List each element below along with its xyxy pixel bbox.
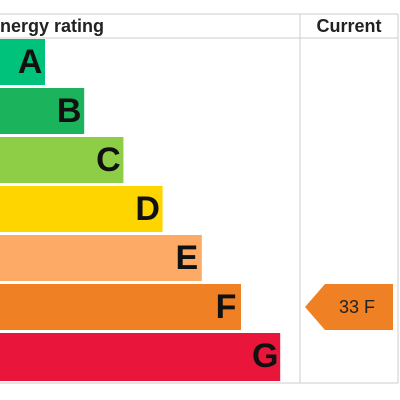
band-letter: E	[175, 239, 198, 277]
current-label: 33 F	[339, 297, 375, 317]
current-arrow	[305, 284, 393, 330]
band-letter: D	[135, 190, 160, 228]
band-letter: G	[252, 337, 278, 375]
rating-band	[0, 39, 45, 85]
band-letter: B	[57, 92, 82, 130]
rating-band	[0, 88, 85, 134]
rating-band	[0, 137, 124, 183]
rating-band	[0, 284, 241, 330]
rating-band	[0, 186, 163, 232]
header-title: Energy rating	[0, 16, 104, 36]
band-letter: F	[216, 288, 237, 326]
rating-band	[0, 235, 202, 281]
header-current: Current	[316, 16, 381, 36]
band-letter: C	[96, 141, 121, 179]
band-letter: A	[18, 43, 43, 81]
rating-band	[0, 333, 281, 381]
